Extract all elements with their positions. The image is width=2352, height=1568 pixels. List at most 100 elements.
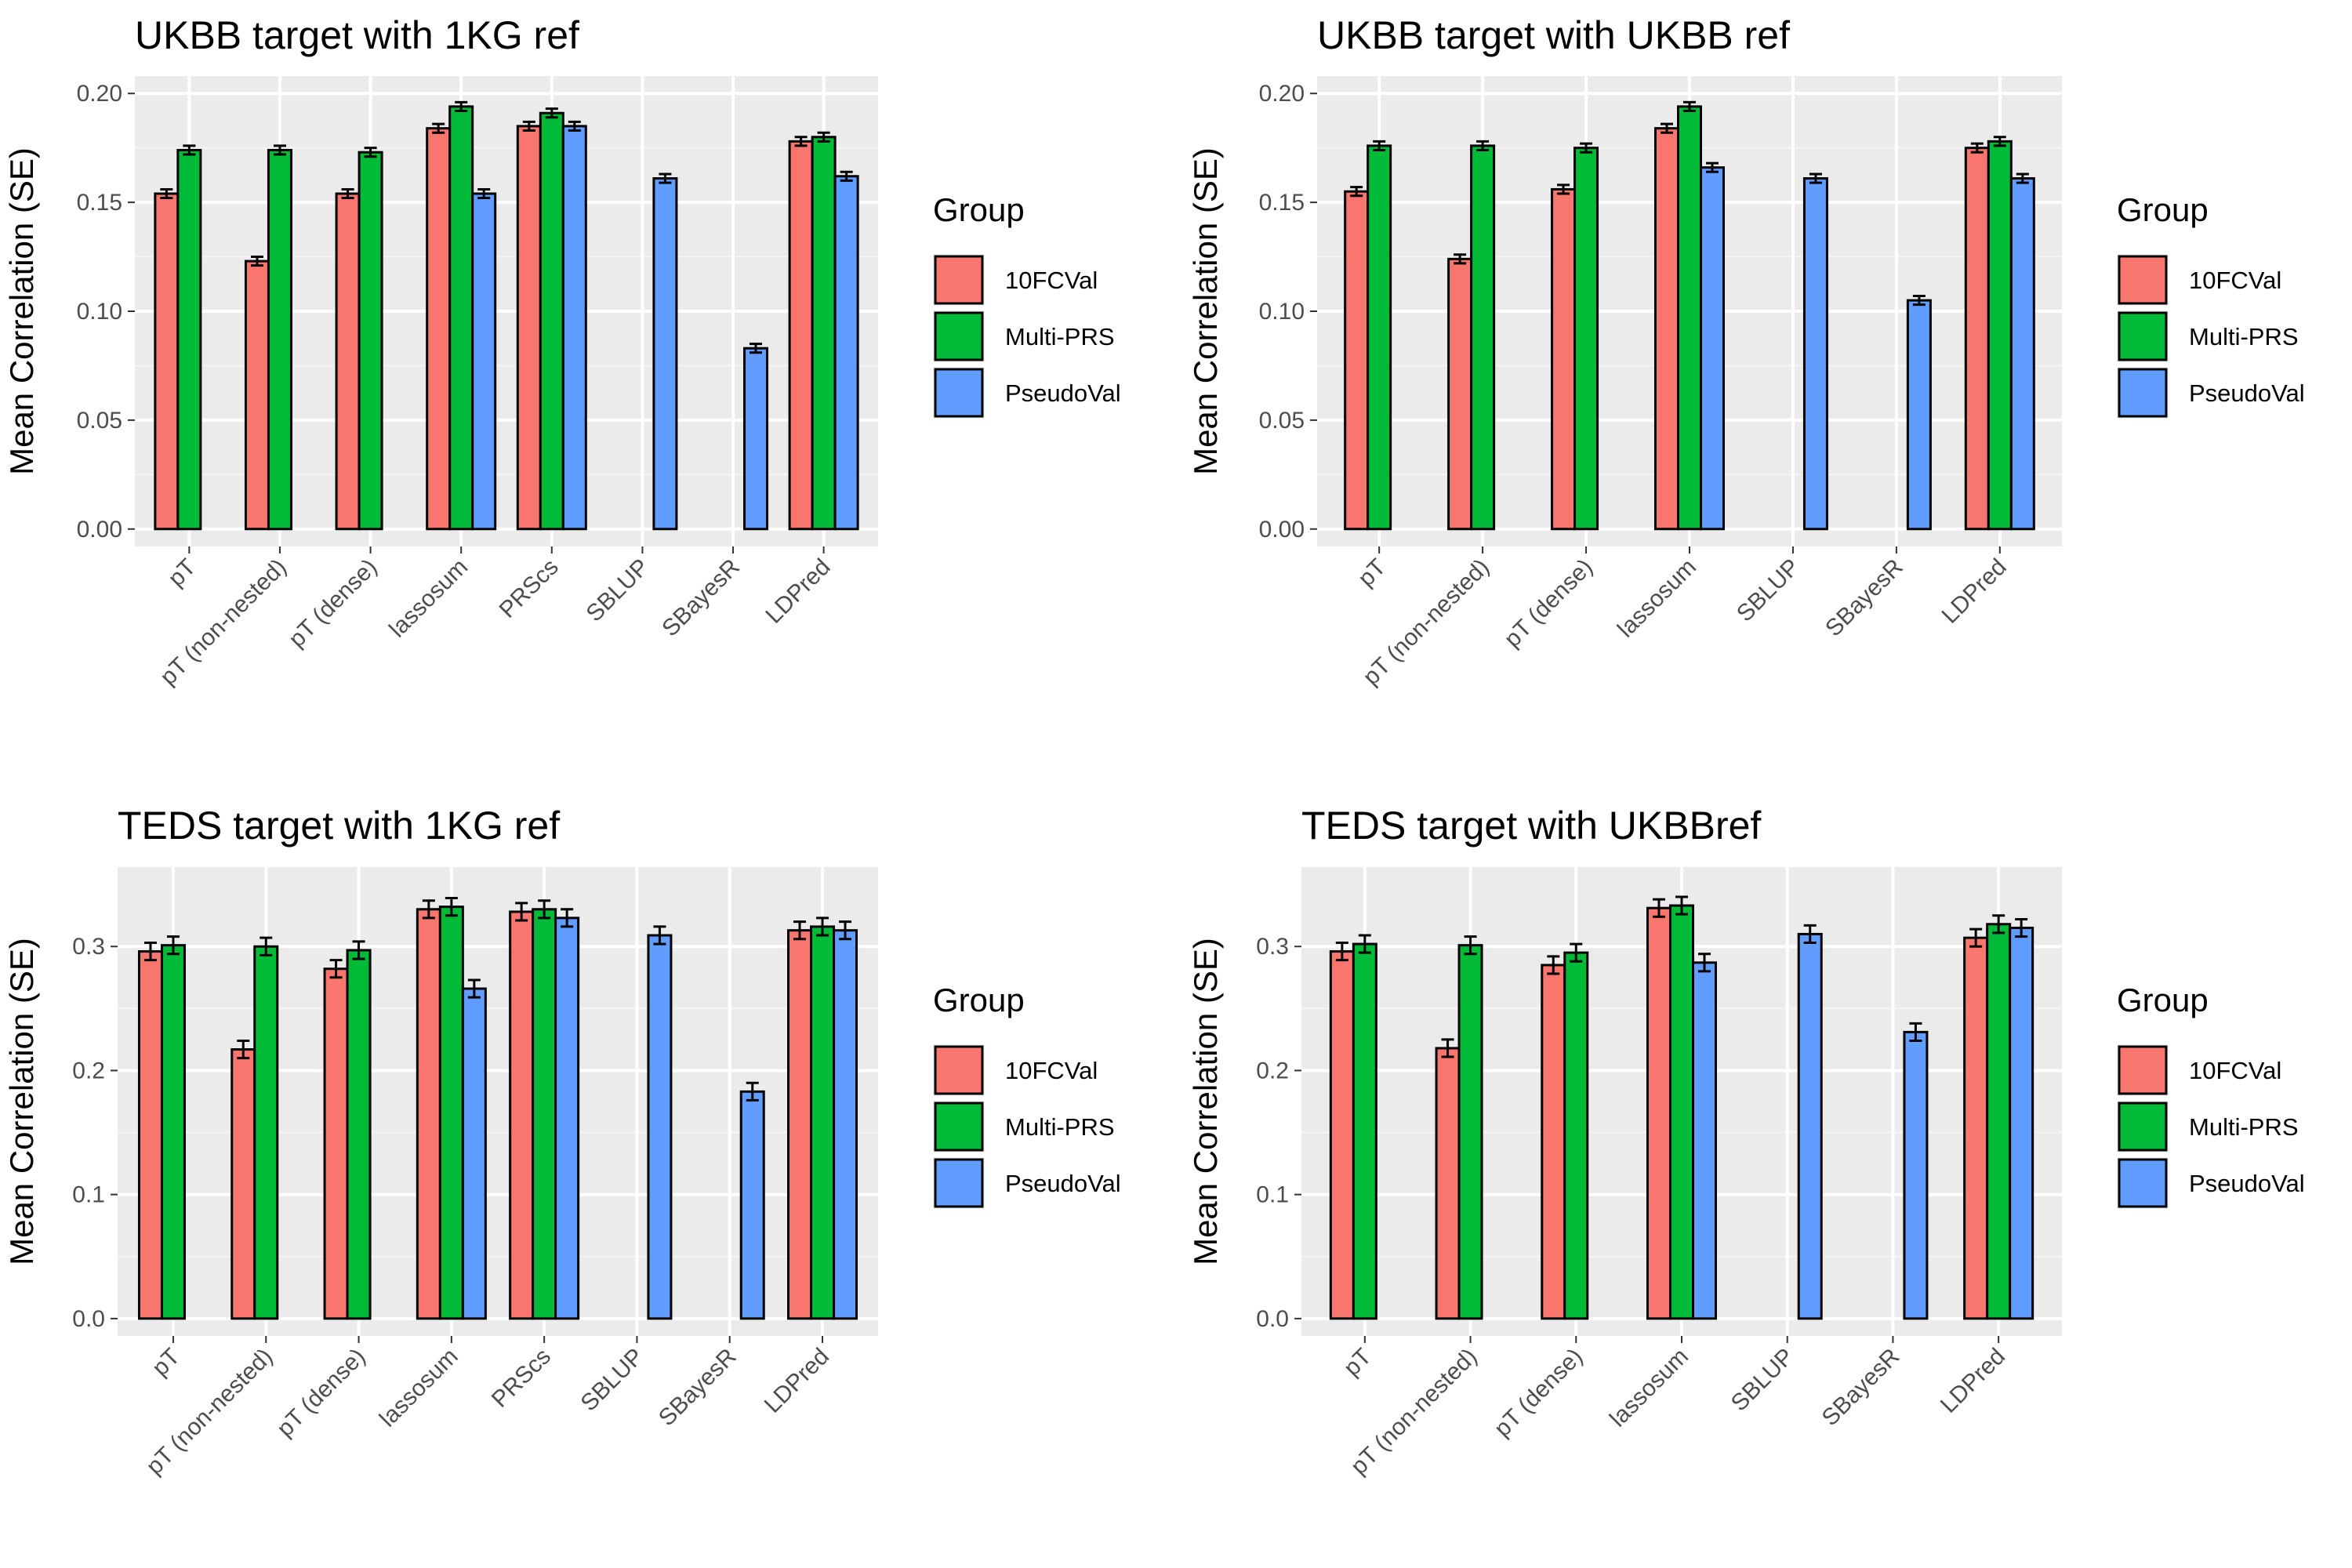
- error-bar: [817, 131, 830, 143]
- bar-10fcval: [416, 908, 441, 1320]
- bar-10fcval: [154, 192, 180, 531]
- legend-label: Multi-PRS: [1005, 323, 1115, 350]
- error-bar: [1547, 955, 1560, 975]
- error-bar: [2015, 917, 2028, 938]
- x-tick-label: SBLUP: [1726, 1344, 1799, 1417]
- legend-swatch: [934, 1045, 984, 1095]
- x-tick-label: pT (dense): [272, 1344, 371, 1443]
- y-tick-label: 0.1: [72, 1182, 105, 1208]
- y-axis-label: Mean Correlation (SE): [3, 938, 40, 1265]
- bar-pseudoval: [1903, 1030, 1929, 1320]
- bar-multi-prs: [448, 105, 474, 531]
- error-bar: [750, 343, 763, 354]
- error-bar: [793, 920, 807, 941]
- error-bar: [1683, 100, 1696, 112]
- legend-swatch: [934, 1102, 984, 1152]
- x-tick-label: lassosum: [384, 554, 473, 643]
- error-bar: [840, 170, 853, 182]
- error-bar: [364, 147, 377, 158]
- x-tick-label: SBayesR: [654, 1344, 742, 1432]
- chart-title: UKBB target with 1KG ref: [135, 13, 579, 57]
- error-bar: [515, 902, 528, 922]
- error-bar: [794, 136, 808, 147]
- error-bar: [1992, 914, 2005, 935]
- legend-swatch: [2118, 311, 2168, 361]
- error-bar: [545, 107, 558, 119]
- x-tick-label: lassosum: [375, 1344, 463, 1432]
- x-tick-label: pT (dense): [284, 554, 383, 653]
- bar-10fcval: [1654, 127, 1679, 531]
- bar-multi-prs: [1677, 105, 1702, 531]
- error-bar: [1969, 927, 1983, 948]
- bar-10fcval: [1551, 187, 1577, 531]
- y-tick-label: 0.1: [1256, 1182, 1289, 1208]
- error-bar: [455, 100, 468, 112]
- legend-title: Group: [933, 982, 1025, 1018]
- bar-pseudoval: [471, 192, 497, 531]
- error-bar: [1464, 935, 1477, 956]
- x-tick-label: pT: [163, 554, 201, 592]
- bar-multi-prs: [1470, 144, 1496, 531]
- error-bar: [1358, 934, 1371, 954]
- bar-pseudoval: [1797, 932, 1823, 1320]
- x-tick-label: LDPred: [1936, 1344, 2010, 1418]
- x-tick-label: pT (dense): [1490, 1344, 1588, 1443]
- error-bar: [1373, 140, 1386, 151]
- bar-multi-prs: [253, 945, 279, 1320]
- x-tick-label: lassosum: [1605, 1344, 1693, 1432]
- legend: Group 10FCVal Multi-PRS PseudoVal: [933, 982, 1121, 1209]
- error-bar: [166, 935, 180, 956]
- bar-10fcval: [244, 260, 270, 531]
- chart-title: TEDS target with UKBBref: [1301, 804, 1761, 848]
- bar-multi-prs: [1573, 147, 1599, 531]
- error-bar: [1661, 122, 1673, 134]
- error-bar: [467, 978, 481, 999]
- bar-pseudoval: [1906, 299, 1932, 531]
- bar-multi-prs: [346, 949, 372, 1320]
- error-bar: [1454, 253, 1467, 265]
- error-bar: [1675, 895, 1688, 916]
- bar-pseudoval: [743, 347, 769, 531]
- bar-10fcval: [1963, 936, 1989, 1320]
- bar-multi-prs: [1352, 942, 1377, 1320]
- bar-multi-prs: [532, 908, 557, 1320]
- error-bar: [568, 120, 581, 132]
- y-tick-label: 0.3: [72, 934, 105, 960]
- error-bar: [160, 187, 173, 200]
- legend-title: Group: [933, 191, 1025, 228]
- legend-label: PseudoVal: [1005, 1170, 1121, 1197]
- y-tick-label: 0.10: [1259, 299, 1305, 325]
- error-bar: [341, 187, 354, 200]
- x-tick-label: pT: [1353, 554, 1391, 592]
- x-tick-label: LDPred: [760, 554, 835, 629]
- y-tick-label: 0.0: [72, 1306, 105, 1332]
- error-bar: [1803, 924, 1817, 945]
- error-bar: [538, 899, 551, 920]
- legend-label: PseudoVal: [2189, 379, 2305, 407]
- bar-multi-prs: [1986, 923, 2012, 1320]
- error-bar: [329, 959, 343, 979]
- bar-10fcval: [516, 125, 542, 531]
- error-bar: [1335, 942, 1348, 962]
- error-bar: [522, 120, 535, 132]
- bar-10fcval: [1964, 147, 1990, 531]
- x-tick-label: SBLUP: [581, 554, 654, 627]
- bar-10fcval: [230, 1048, 256, 1320]
- bar-10fcval: [426, 127, 452, 531]
- bar-multi-prs: [358, 151, 383, 531]
- bar-10fcval: [1541, 964, 1566, 1320]
- bar-multi-prs: [160, 944, 186, 1320]
- chart-title: UKBB target with UKBB ref: [1317, 13, 1790, 57]
- x-tick-label: SBayesR: [1817, 1344, 1905, 1432]
- legend-swatch: [2118, 368, 2168, 418]
- bar-10fcval: [1646, 906, 1671, 1320]
- bar-10fcval: [509, 910, 535, 1320]
- error-bar: [1476, 140, 1490, 151]
- x-tick-label: SBLUP: [1732, 554, 1805, 627]
- y-tick-label: 0.05: [77, 408, 122, 434]
- error-bar: [1970, 142, 1984, 154]
- legend-swatch: [934, 1158, 984, 1208]
- bar-multi-prs: [1669, 904, 1694, 1320]
